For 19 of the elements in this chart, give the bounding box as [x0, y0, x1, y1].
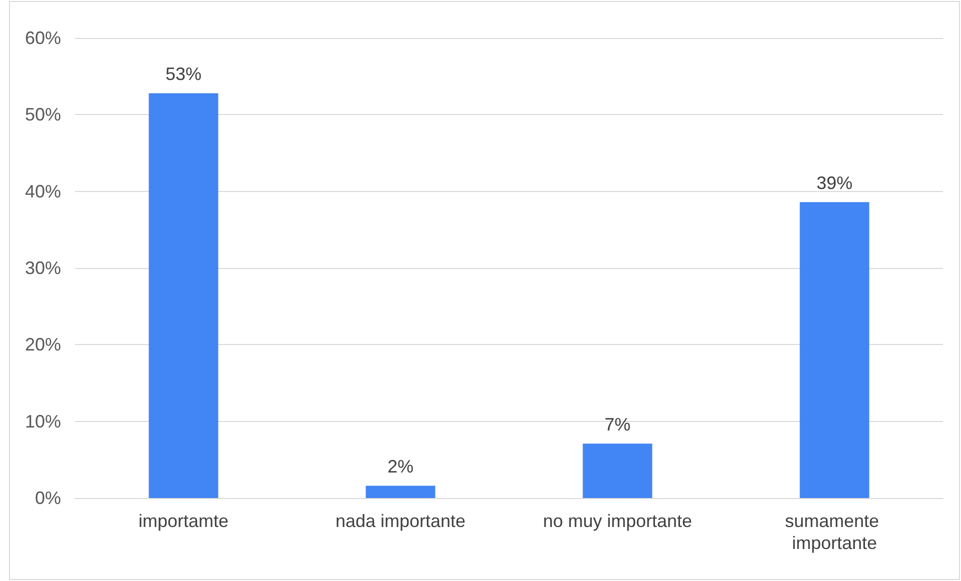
data-label: 7% — [604, 414, 631, 435]
data-label: 2% — [387, 456, 414, 477]
data-label: 39% — [816, 173, 853, 194]
y-tick-label: 30% — [24, 258, 61, 278]
y-tick-label: 10% — [24, 411, 61, 432]
y-tick-label: 40% — [24, 181, 61, 202]
bar — [366, 486, 436, 498]
bar — [582, 444, 652, 498]
bar — [800, 202, 870, 498]
y-tick-label: 20% — [24, 334, 61, 355]
x-tick-label: importamte — [138, 511, 229, 531]
y-tick-label: 0% — [34, 488, 61, 508]
bar — [148, 93, 218, 498]
y-tick-label: 50% — [24, 104, 61, 125]
x-tick-label: nada importante — [335, 511, 466, 531]
x-tick-label: sumamente importante — [784, 511, 884, 553]
x-tick-label: no muy importante — [542, 511, 692, 531]
data-label: 53% — [165, 64, 202, 84]
y-tick-label: 60% — [24, 28, 61, 48]
